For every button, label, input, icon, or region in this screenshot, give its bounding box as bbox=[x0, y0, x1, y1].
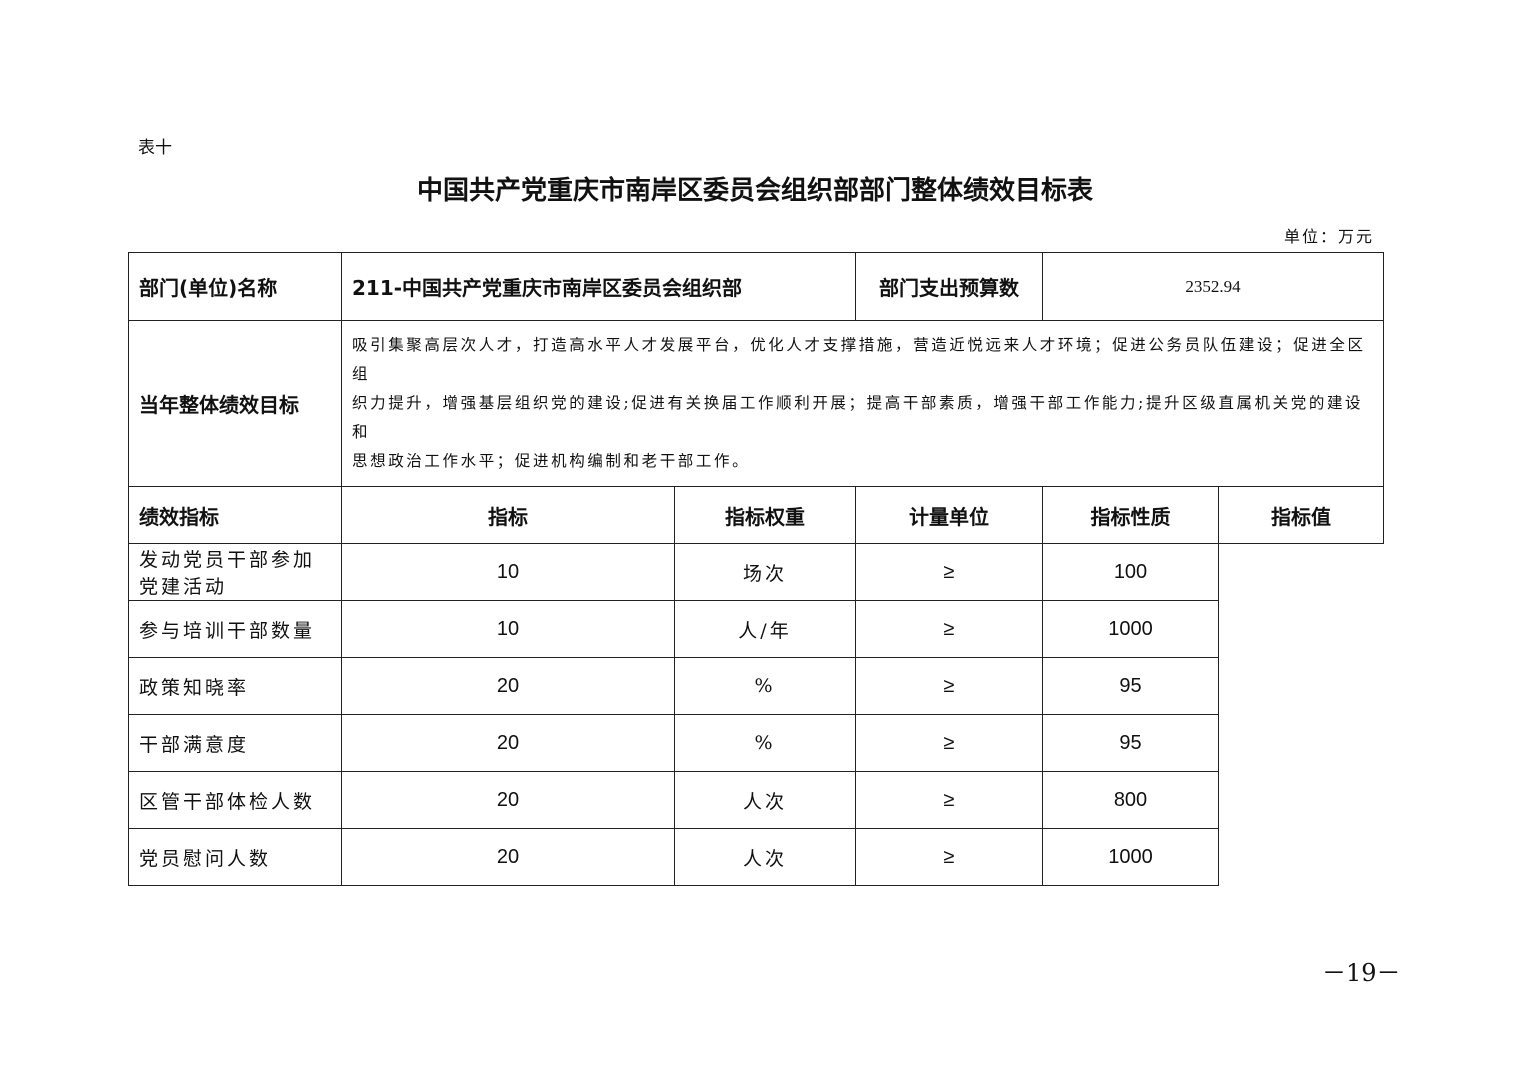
table-cell: ≥ bbox=[855, 600, 1043, 658]
table-row: 发动党员干部参加党建活动 10 场次 ≥100 bbox=[128, 543, 1384, 601]
table-cell: 20 bbox=[341, 657, 675, 715]
table-row: 政策知晓率 20% ≥95 bbox=[128, 657, 1384, 715]
goal-text: 吸引集聚高层次人才，打造高水平人才发展平台，优化人才支撑措施，营造近悦远来人才环… bbox=[341, 320, 1384, 487]
budget-value: 2352.94 bbox=[1042, 252, 1384, 321]
table-cell: % bbox=[674, 714, 856, 772]
table-cell: ≥ bbox=[855, 771, 1043, 829]
table-row: 区管干部体检人数 20 人次 ≥800 bbox=[128, 771, 1384, 829]
budget-label: 部门支出预算数 bbox=[855, 252, 1043, 321]
table-cell: 10 bbox=[341, 543, 675, 601]
page-title: 中国共产党重庆市南岸区委员会组织部部门整体绩效目标表 bbox=[416, 176, 1093, 206]
table-cell: ≥ bbox=[855, 714, 1043, 772]
goal-label: 当年整体绩效目标 bbox=[128, 320, 342, 487]
table-cell: 20 bbox=[341, 714, 675, 772]
header-cell: 计量单位 bbox=[855, 486, 1043, 544]
table-cell: 政策知晓率 bbox=[128, 657, 342, 715]
table-cell: 1000 bbox=[1042, 600, 1219, 658]
goal-line: 思想政治工作水平；促进机构编制和老干部工作。 bbox=[352, 452, 751, 470]
table-row: 参与培训干部数量 10 人/年 ≥1000 bbox=[128, 600, 1384, 658]
table-cell: 95 bbox=[1042, 657, 1219, 715]
table-cell: 干部满意度 bbox=[128, 714, 342, 772]
dept-name: 211-中国共产党重庆市南岸区委员会组织部 bbox=[341, 252, 856, 321]
table-cell: ≥ bbox=[855, 543, 1043, 601]
table-cell: 95 bbox=[1042, 714, 1219, 772]
table-row: 干部满意度 20% ≥95 bbox=[128, 714, 1384, 772]
table-cell: 人次 bbox=[674, 828, 856, 886]
dept-row: 部门(单位)名称 211-中国共产党重庆市南岸区委员会组织部 部门支出预算数 2… bbox=[128, 252, 1384, 321]
table-cell: 发动党员干部参加党建活动 bbox=[128, 543, 342, 601]
table-cell: ≥ bbox=[855, 828, 1043, 886]
dept-name-label: 部门(单位)名称 bbox=[128, 252, 342, 321]
table-cell: 100 bbox=[1042, 543, 1219, 601]
table-cell: 人/年 bbox=[674, 600, 856, 658]
goal-line: 吸引集聚高层次人才，打造高水平人才发展平台，优化人才支撑措施，营造近悦远来人才环… bbox=[352, 336, 1366, 383]
table-cell: 20 bbox=[341, 771, 675, 829]
table-cell: 10 bbox=[341, 600, 675, 658]
table-cell: ≥ bbox=[855, 657, 1043, 715]
table-cell: 参与培训干部数量 bbox=[128, 600, 342, 658]
table-label: 表十 bbox=[138, 138, 172, 158]
header-cell: 指标性质 bbox=[1042, 486, 1219, 544]
table-cell: % bbox=[674, 657, 856, 715]
table-cell: 场次 bbox=[674, 543, 856, 601]
header-cell: 指标值 bbox=[1218, 486, 1384, 544]
goal-row: 当年整体绩效目标 吸引集聚高层次人才，打造高水平人才发展平台，优化人才支撑措施，… bbox=[128, 320, 1384, 487]
performance-table: 部门(单位)名称 211-中国共产党重庆市南岸区委员会组织部 部门支出预算数 2… bbox=[128, 252, 1384, 886]
header-cell: 指标权重 bbox=[674, 486, 856, 544]
table-cell: 区管干部体检人数 bbox=[128, 771, 342, 829]
table-row: 党员慰问人数 20 人次 ≥1000 bbox=[128, 828, 1384, 886]
table-cell: 20 bbox=[341, 828, 675, 886]
unit-label: 单位：万元 bbox=[1283, 227, 1374, 246]
header-cell: 指标 bbox=[341, 486, 675, 544]
table-cell: 1000 bbox=[1042, 828, 1219, 886]
table-cell: 人次 bbox=[674, 771, 856, 829]
header-row: 绩效指标 指标 指标权重 计量单位 指标性质 指标值 bbox=[128, 486, 1384, 544]
indicators-label: 绩效指标 bbox=[128, 486, 342, 544]
table-cell: 800 bbox=[1042, 771, 1219, 829]
goal-line: 织力提升，增强基层组织党的建设;促进有关换届工作顺利开展；提高干部素质，增强干部… bbox=[352, 394, 1364, 441]
table-cell: 党员慰问人数 bbox=[128, 828, 342, 886]
page-number: －19－ bbox=[1322, 959, 1401, 987]
